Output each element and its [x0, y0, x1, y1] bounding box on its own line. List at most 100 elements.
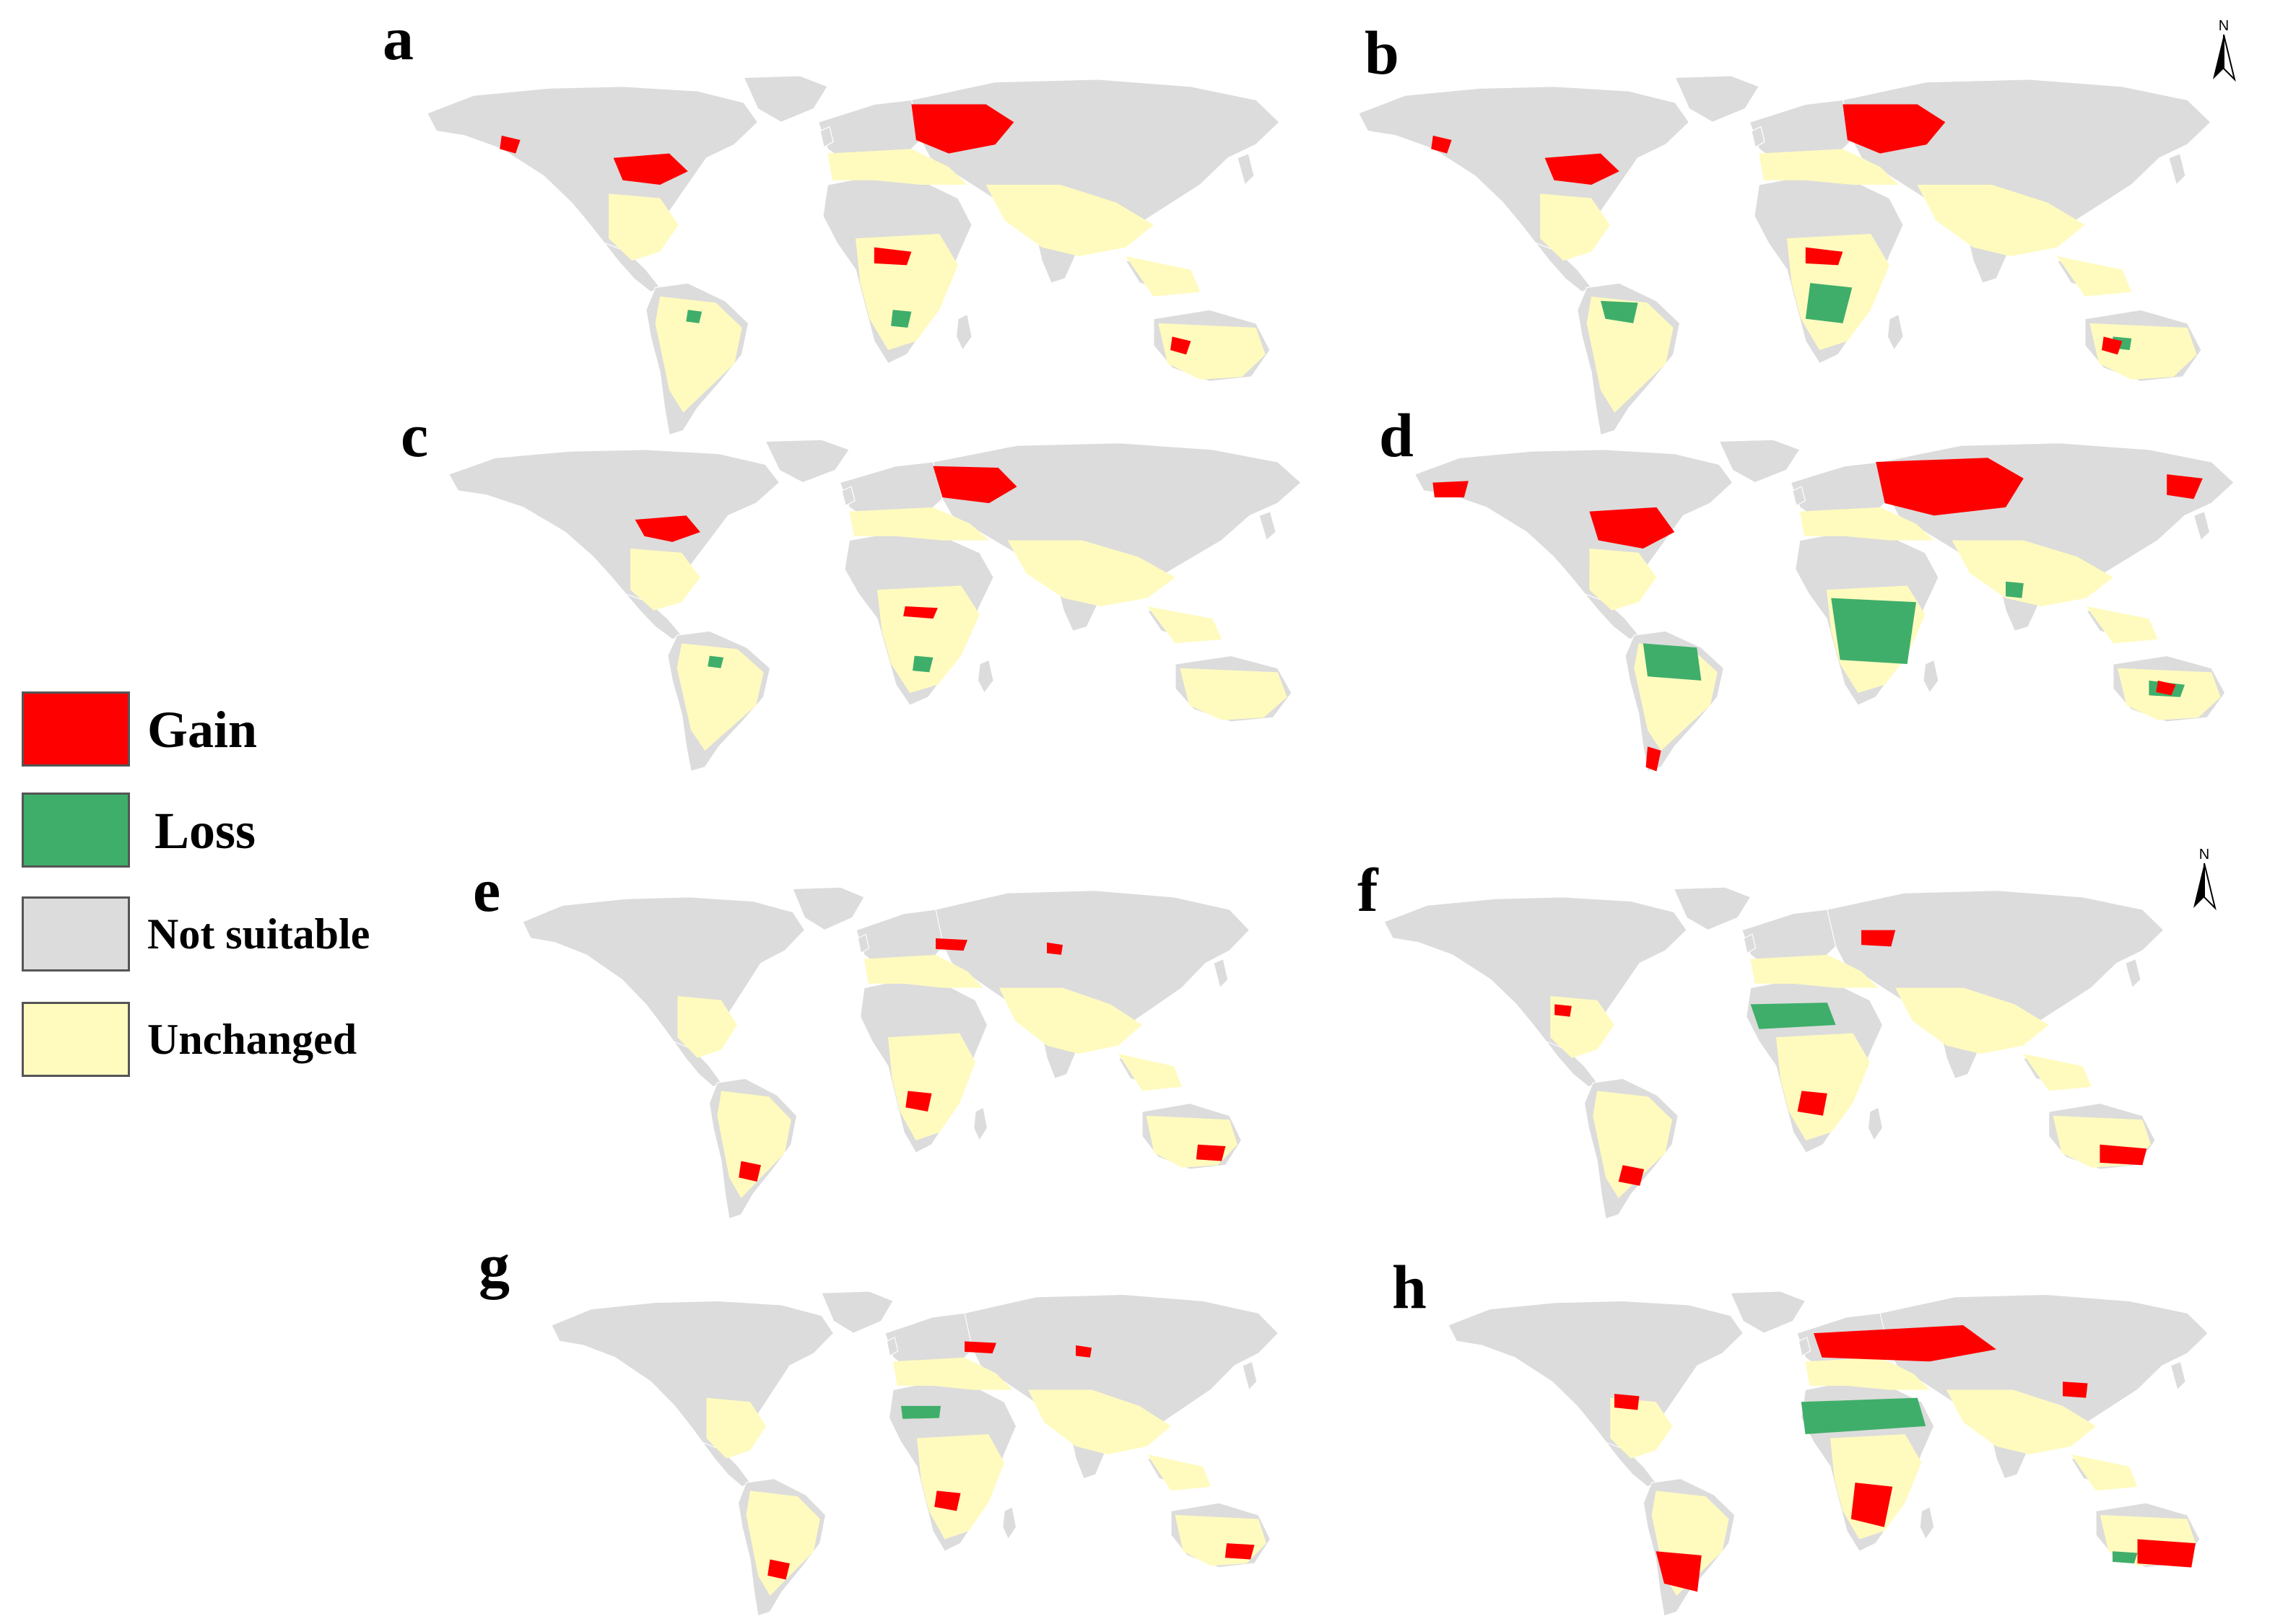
- loss-region-2: [2006, 581, 2024, 598]
- world-map-g: [551, 1291, 1279, 1617]
- gain-region-2: [1196, 1144, 1226, 1161]
- unchanged-region-4: [1118, 1054, 1182, 1091]
- north-label: N: [2219, 18, 2229, 34]
- gain-region-2: [500, 135, 521, 154]
- loss-region-0: [1801, 1397, 1926, 1435]
- unchanged-region-0: [609, 193, 679, 261]
- unchanged-region-2: [1750, 954, 1879, 988]
- gain-region-0: [1843, 104, 1946, 154]
- continent-12: [2168, 152, 2186, 186]
- continent-0: [1448, 1300, 1744, 1451]
- world-map-d: [1414, 439, 2235, 772]
- gain-region-3: [1805, 247, 1843, 266]
- unchanged-region-6: [1158, 323, 1266, 380]
- continent-11: [1798, 1336, 1811, 1357]
- north-label: N: [2199, 847, 2209, 863]
- gain-region-2: [1431, 135, 1452, 154]
- panel-label-e: e: [473, 855, 501, 925]
- gain-region-0: [739, 1161, 761, 1182]
- continent-0: [1414, 449, 1734, 603]
- unchanged-region-0: [706, 1397, 766, 1459]
- continent-1: [1673, 886, 1752, 931]
- unchanged-region-5: [1776, 1033, 1870, 1140]
- legend-label-not-suitable: Not suitable: [147, 910, 370, 958]
- continent-0: [448, 449, 780, 603]
- gain-region-3: [874, 247, 912, 266]
- continent-11: [1751, 126, 1765, 148]
- unchanged-region-3: [1917, 184, 2085, 256]
- unchanged-region-6: [1180, 668, 1287, 720]
- panel-label-d: d: [1379, 401, 1414, 470]
- legend-item-not-suitable: Not suitable: [19, 896, 423, 976]
- gain-region-3: [1814, 1324, 1996, 1362]
- unchanged-region-3: [1946, 1389, 2096, 1454]
- continent-0: [426, 86, 759, 253]
- continent-5: [964, 1293, 1279, 1447]
- gain-region-4: [1554, 1004, 1572, 1017]
- gain-region-3: [1861, 930, 1896, 947]
- continent-10: [1919, 1506, 1935, 1540]
- continent-11: [841, 486, 856, 507]
- unchanged-region-1: [655, 296, 742, 413]
- continent-1: [1718, 439, 1801, 484]
- continent-11: [1792, 486, 1806, 507]
- gain-region-0: [767, 1559, 790, 1580]
- unchanged-region-3: [1895, 987, 2049, 1054]
- continent-10: [955, 313, 973, 352]
- unchanged-region-0: [1540, 193, 1610, 261]
- loss-region-0: [1643, 643, 1702, 681]
- continent-5: [935, 890, 1250, 1047]
- north-arrow-icon: N: [2213, 18, 2236, 82]
- unchanged-region-1: [717, 1091, 791, 1198]
- unchanged-region-5: [877, 585, 980, 693]
- unchanged-region-4: [1147, 606, 1222, 644]
- gain-region-1: [1850, 1483, 1893, 1527]
- continent-10: [973, 1106, 988, 1142]
- loss-region-1: [2113, 1551, 2138, 1564]
- gain-region-0: [1618, 1165, 1645, 1186]
- unchanged-region-3: [999, 987, 1142, 1054]
- legend-swatch-loss: [22, 793, 130, 868]
- gain-region-0: [933, 466, 1017, 504]
- unchanged-region-3: [986, 184, 1154, 256]
- unchanged-region-3: [1952, 540, 2113, 606]
- loss-region-1: [891, 310, 912, 328]
- gain-region-4: [1170, 336, 1191, 355]
- gain-region-1: [613, 153, 688, 185]
- unchanged-region-2: [893, 1357, 1012, 1390]
- legend-item-unchanged: Unchanged: [19, 1002, 423, 1081]
- panel-label-h: h: [1392, 1252, 1427, 1322]
- gain-region-3: [936, 938, 967, 951]
- unchanged-region-1: [1586, 296, 1674, 413]
- legend-swatch-not-suitable: [22, 896, 130, 972]
- unchanged-region-4: [1126, 256, 1201, 297]
- legend-swatch-unchanged: [22, 1002, 130, 1077]
- gain-region-5: [1645, 746, 1661, 772]
- world-map-a: [426, 75, 1280, 436]
- continent-0: [1357, 86, 1690, 253]
- world-map-b: [1357, 75, 2211, 436]
- continent-0: [551, 1300, 835, 1451]
- world-map-h: [1448, 1291, 2209, 1617]
- north-arrow-icon: N: [2193, 847, 2217, 911]
- continent-12: [1237, 152, 1255, 186]
- unchanged-region-1: [677, 643, 764, 751]
- continent-12: [1213, 958, 1229, 989]
- continent-12: [2170, 1361, 2186, 1391]
- loss-region-0: [901, 1405, 941, 1419]
- panel-label-b: b: [1365, 18, 1399, 87]
- unchanged-region-0: [630, 549, 700, 611]
- panel-label-c: c: [401, 401, 429, 470]
- gain-region-0: [911, 104, 1014, 154]
- world-map-e: [522, 886, 1250, 1220]
- legend-label-loss: Loss: [155, 802, 256, 860]
- unchanged-region-2: [849, 507, 989, 541]
- unchanged-region-1: [1593, 1091, 1673, 1198]
- legend-item-loss: Loss: [19, 793, 423, 872]
- gain-region-2: [1225, 1543, 1255, 1560]
- unchanged-region-2: [1759, 149, 1899, 185]
- continent-5: [932, 442, 1302, 599]
- unchanged-region-2: [1805, 1357, 1930, 1390]
- unchanged-region-1: [746, 1490, 820, 1596]
- continent-11: [857, 933, 870, 954]
